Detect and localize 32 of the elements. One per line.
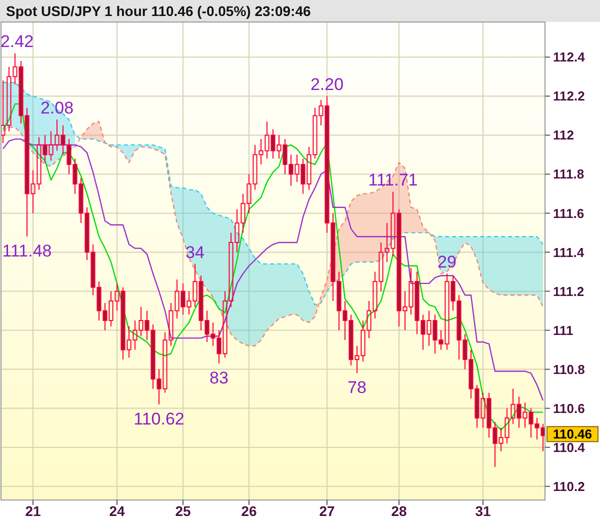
y-tick-label: 110.8 (553, 362, 585, 377)
annotation: 78 (348, 378, 366, 398)
y-tick-label: 111.8 (553, 166, 584, 182)
annotation: 110.62 (134, 409, 184, 428)
x-tick-label: 21 (25, 503, 41, 519)
y-tick-label: 112.2 (553, 88, 585, 104)
y-tick-label: 111.2 (553, 284, 584, 299)
x-tick-label: 24 (109, 503, 125, 519)
y-tick-label: 110.6 (553, 400, 585, 416)
y-tick-label: 112.4 (553, 50, 586, 65)
annotation: 83 (210, 368, 228, 388)
y-tick-label: 111.6 (553, 206, 584, 221)
x-tick-label: 26 (241, 503, 257, 519)
y-tick-label: 111 (553, 322, 574, 338)
annotation: 2.08 (40, 98, 74, 118)
annotation: 111.48 (2, 242, 52, 261)
text: 110.46 (552, 426, 592, 442)
annotation: 2.20 (310, 75, 344, 94)
y-tick-label: 110.2 (553, 478, 585, 494)
x-tick-label: 25 (175, 503, 191, 519)
y-tick-label: 112 (553, 128, 574, 143)
annotation: 29 (438, 252, 456, 272)
y-tick-label: 111.4 (553, 244, 585, 260)
annotation: 111.71 (368, 170, 418, 190)
y-tick-label: 110.4 (553, 440, 586, 455)
x-tick-label: 28 (391, 503, 407, 519)
annotation: 2.42 (0, 32, 34, 52)
line-series (2, 120, 544, 346)
x-tick-label: 27 (319, 503, 335, 519)
chart-title: Spot USD/JPY 1 hour 110.46 (-0.05%) 23:09:46 (6, 3, 311, 19)
x-tick-label: 31 (475, 503, 491, 519)
annotation: 34 (186, 242, 204, 262)
